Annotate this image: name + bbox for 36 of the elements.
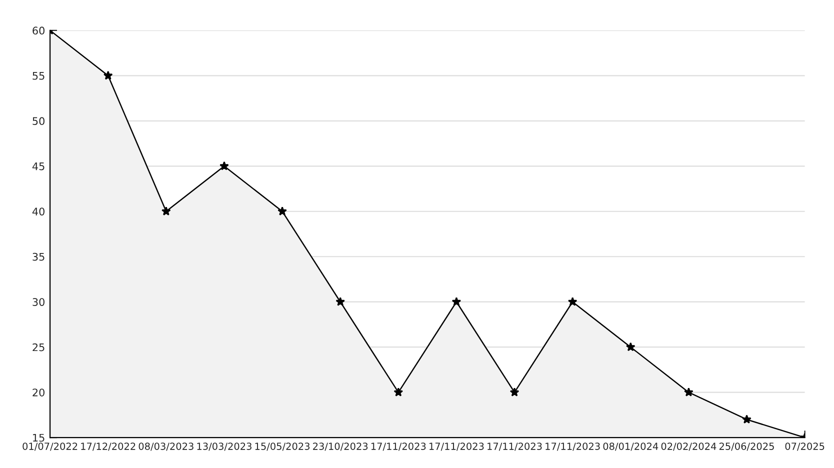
point: [220, 161, 229, 170]
x-tick-label: 23/10/2023: [313, 442, 368, 451]
point: [278, 206, 287, 216]
point: [742, 414, 752, 424]
x-tick-label: 17/12/2022: [81, 442, 136, 451]
x-tick-label: 08/01/2024: [603, 442, 658, 451]
point: [568, 297, 578, 306]
x-tick-label: 02/02/2024: [661, 442, 716, 451]
x-tick-label: 08/03/2023: [138, 442, 194, 451]
point: [626, 342, 636, 352]
y-tick-label: 15: [33, 434, 44, 442]
point: [510, 387, 520, 396]
point: [162, 206, 171, 216]
y-tick-label: 35: [32, 252, 44, 261]
point: [452, 297, 462, 306]
y-tick-label: 40: [32, 208, 44, 216]
y-tick-label: 45: [32, 162, 44, 170]
x-tick-label: 15/05/2023: [255, 442, 310, 451]
y-tick-label: 55: [32, 72, 44, 80]
x-tick-label: 13/03/2023: [197, 442, 252, 451]
point: [684, 387, 694, 396]
x-tick-label: 17/11/2023: [546, 442, 600, 451]
y-tick-label: 25: [32, 343, 44, 352]
x-tick-label: 07/2025: [785, 442, 824, 451]
x-tick-label: 17/11/2023: [430, 442, 484, 451]
x-tick-label: 17/11/2023: [488, 442, 542, 451]
y-tick-label: 50: [32, 117, 44, 126]
y-tick-label: 30: [32, 298, 44, 306]
x-tick-label: 17/11/2023: [371, 442, 426, 451]
point: [103, 70, 113, 80]
x-tick-label: 25/06/2025: [719, 442, 774, 451]
y-tick-label: 20: [32, 388, 44, 396]
point: [336, 297, 345, 306]
point: [394, 387, 404, 396]
x-tick-label: 01/07/2022: [22, 442, 78, 451]
y-tick-label: 60: [32, 26, 44, 35]
